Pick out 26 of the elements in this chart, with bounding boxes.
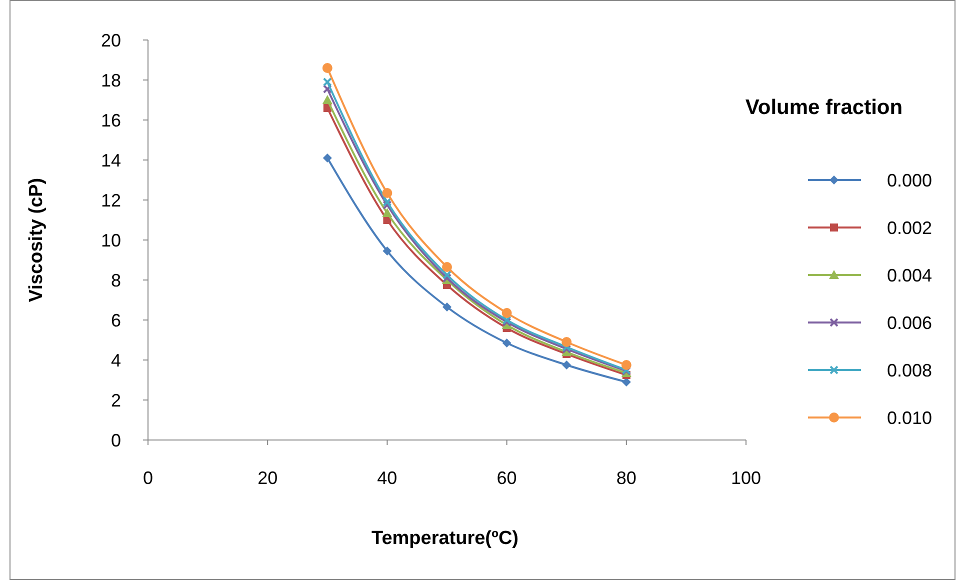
y-tick-label: 20	[100, 30, 121, 50]
y-tick-label: 18	[100, 70, 121, 90]
y-tick-label: 0	[110, 430, 121, 450]
legend-label: 0.010	[887, 408, 932, 428]
x-tick-label: 20	[258, 468, 278, 488]
x-axis-title: Temperature(ºC)	[372, 528, 518, 549]
y-tick-label: 2	[110, 390, 121, 410]
x-tick-label: 0	[142, 468, 154, 488]
y-tick-label: 4	[110, 350, 121, 370]
legend-label: 0.006	[887, 312, 932, 333]
y-tick-label: 10	[100, 230, 121, 250]
legend-title: Volume fraction	[745, 96, 903, 119]
x-tick-label: 40	[377, 468, 398, 488]
x-tick-label: 60	[496, 468, 517, 488]
legend-label: 0.002	[887, 218, 932, 238]
legend-label: 0.004	[887, 265, 932, 286]
legend-label: 0.008	[887, 360, 932, 380]
y-axis-title: Viscosity (cP)	[26, 178, 47, 302]
legend-label: 0.000	[887, 170, 932, 190]
x-tick-label: 100	[730, 468, 762, 488]
x-tick-label: 80	[616, 468, 636, 488]
y-tick-label: 6	[110, 310, 121, 330]
y-tick-label: 16	[100, 110, 121, 130]
y-tick-label: 14	[100, 150, 121, 170]
y-tick-label: 8	[110, 270, 121, 290]
y-tick-label: 12	[100, 190, 121, 210]
